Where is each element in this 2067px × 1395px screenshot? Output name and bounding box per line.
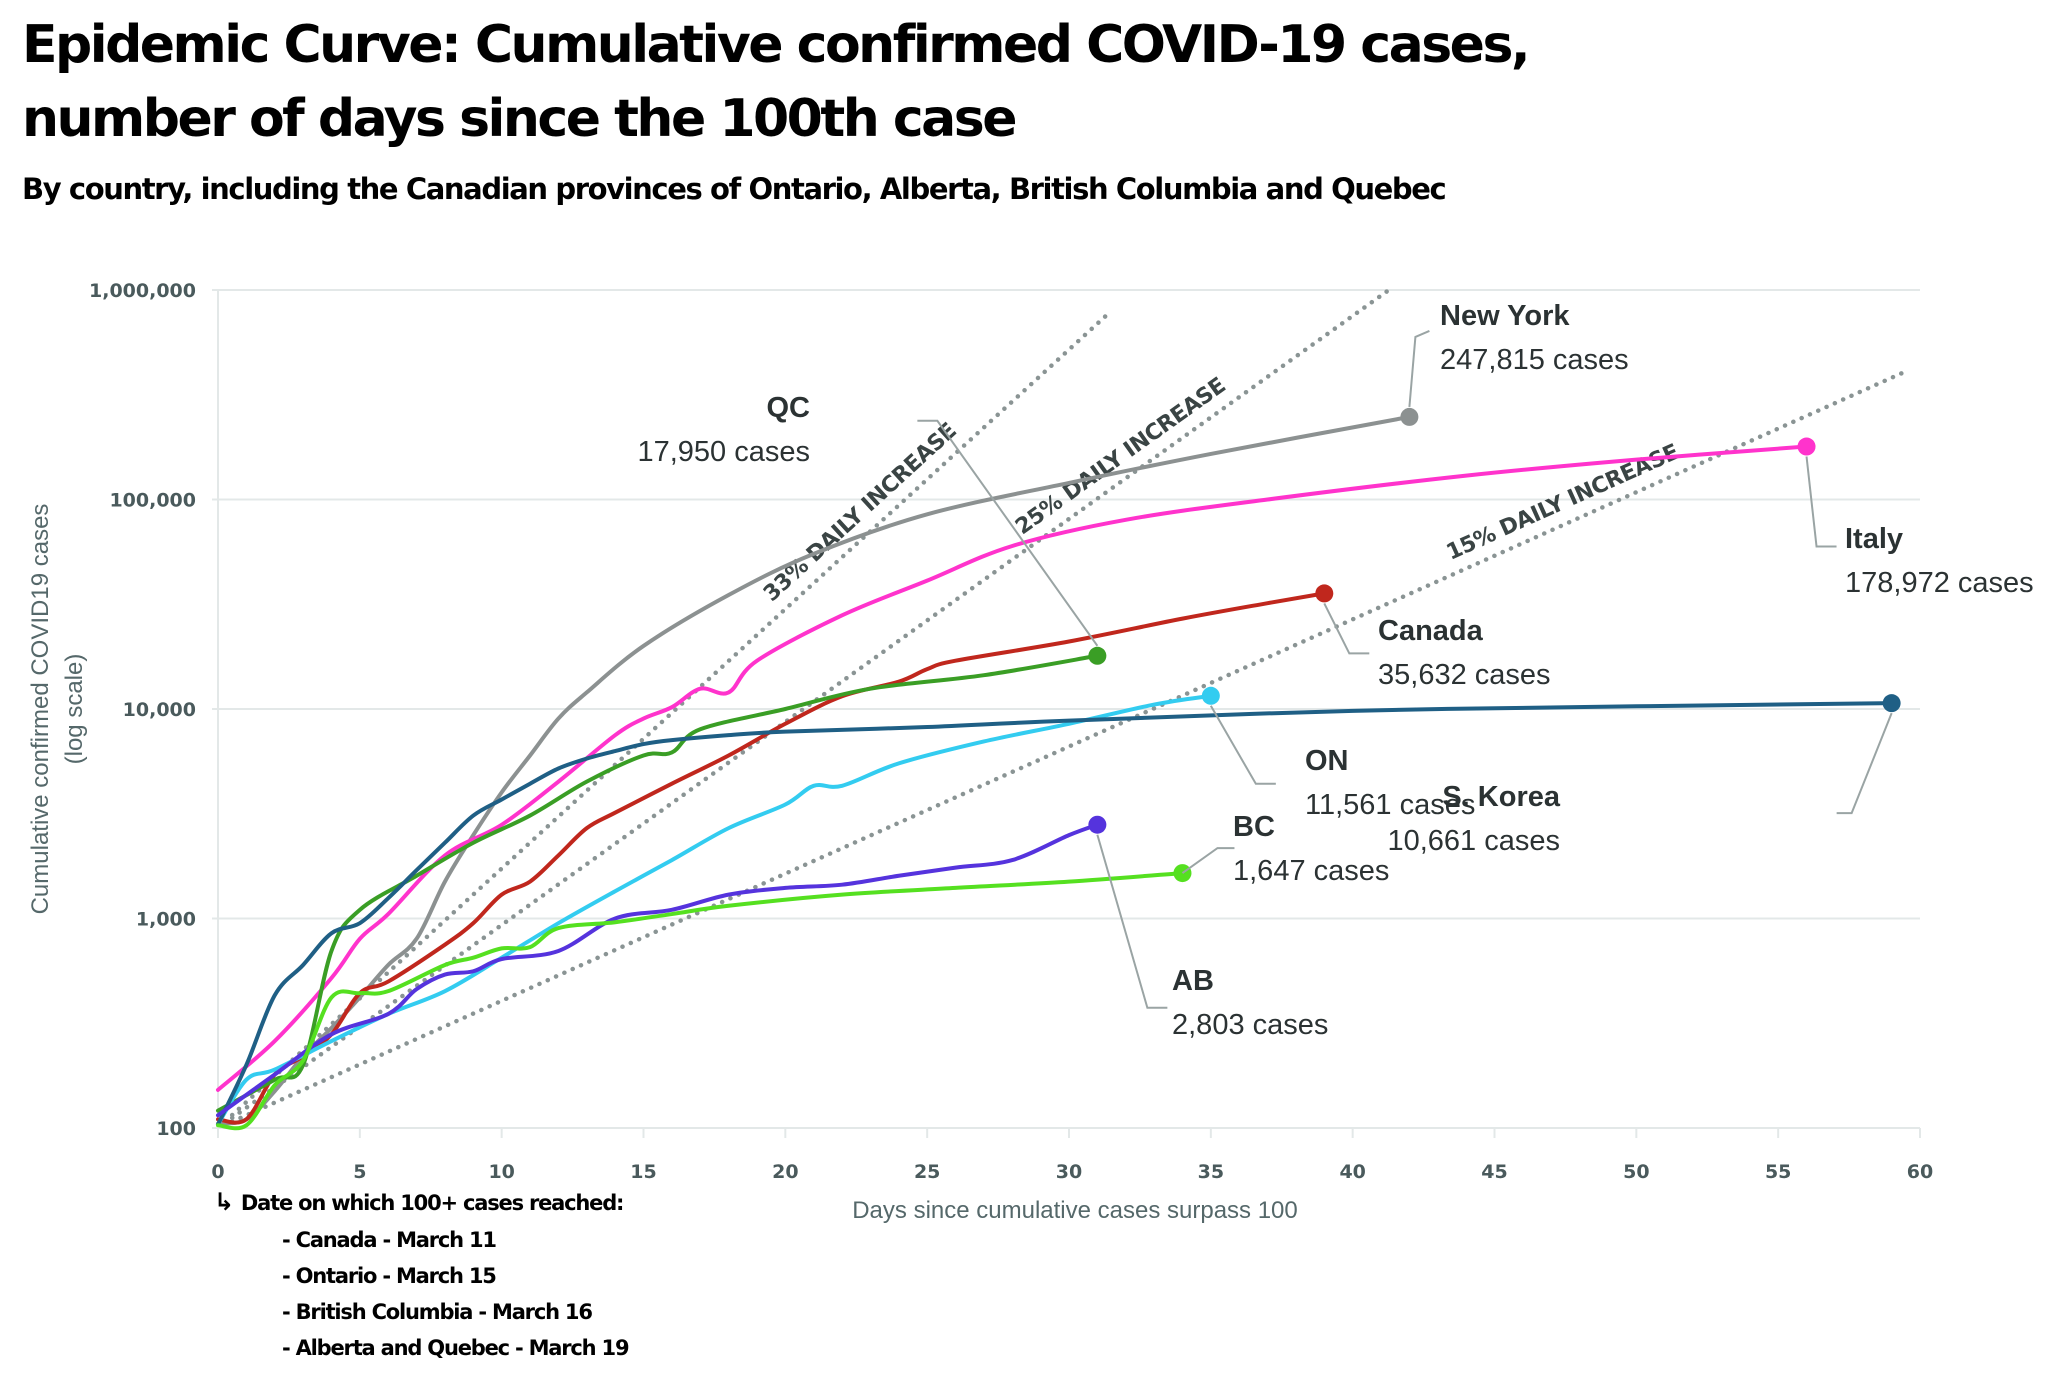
footnote-heading: Date on which 100+ cases reached: (240, 1191, 625, 1215)
annotation-label: Canada (1378, 615, 1484, 647)
annotation-value: 178,972 cases (1845, 567, 2034, 599)
x-tick-label: 5 (353, 1161, 366, 1183)
y-axis-subtitle: (log scale) (61, 654, 88, 765)
leader-line (1323, 602, 1370, 655)
series-bc (216, 864, 1192, 1131)
series-end-marker (1201, 686, 1220, 705)
series-end-marker (1400, 407, 1419, 426)
annotation-label: BC (1233, 811, 1275, 843)
annotation-qc: QC 17,950 cases (637, 392, 1099, 647)
y-axis-title: Cumulative confirmed COVID19 cases (27, 504, 54, 915)
series-annotations: New York 247,815 cases Italy 178,972 cases C… (637, 300, 2033, 1041)
annotation-value: 247,815 cases (1440, 344, 1629, 376)
series-line (216, 871, 1185, 1131)
x-tick-label: 10 (488, 1161, 514, 1183)
annotation-value: 11,561 cases (1305, 789, 1475, 821)
annotation-label: S. Korea (1442, 781, 1561, 813)
footnote-list: - Canada - March 11 - Ontario - March 15… (282, 1222, 630, 1366)
y-tick-label: 100,000 (109, 490, 196, 512)
series-line (216, 701, 1894, 1127)
annotation-label: New York (1440, 300, 1570, 332)
series-line (216, 653, 1100, 1113)
x-tick-label: 30 (1056, 1161, 1082, 1183)
footnote-item: - Ontario - March 15 (282, 1264, 497, 1288)
series-end-marker (1797, 437, 1816, 456)
x-axis-title: Days since cumulative cases surpass 100 (852, 1197, 1298, 1224)
chart-title: Epidemic Curve: Cumulative confirmed COV… (22, 15, 1531, 149)
y-axis-ticks: 100 1,000 10,000 100,000 1,000,000 (89, 280, 196, 1140)
annotation-on: ON 11,561 cases (1209, 705, 1475, 821)
y-tick-label: 100 (156, 1118, 196, 1140)
leader-line (917, 419, 1099, 647)
series-end-marker (1882, 694, 1901, 713)
series-new-york (216, 407, 1419, 1126)
annotation-value: 10,661 cases (1387, 825, 1560, 857)
trend-line-path (229, 369, 1909, 1124)
leader-line (1209, 705, 1276, 785)
series-line (216, 591, 1327, 1125)
annotation-bc: BC 1,647 cases (1181, 811, 1389, 887)
series-end-marker (1088, 815, 1107, 834)
series-s-korea (216, 694, 1901, 1127)
series-lines (216, 407, 1901, 1131)
x-tick-label: 35 (1198, 1161, 1224, 1183)
leader-line (1408, 330, 1430, 408)
annotation-canada: Canada 35,632 cases (1323, 602, 1551, 691)
series-on (216, 686, 1220, 1127)
chart-subtitle: By country, including the Canadian provi… (22, 172, 1447, 206)
x-tick-label: 45 (1481, 1161, 1507, 1183)
x-tick-label: 55 (1765, 1161, 1791, 1183)
footnote: ↳ Date on which 100+ cases reached: - Ca… (214, 1188, 630, 1366)
x-tick-label: 40 (1339, 1161, 1365, 1183)
series-line (216, 414, 1412, 1126)
series-italy (216, 437, 1816, 1092)
leader-line (1181, 847, 1235, 874)
annotation-s-korea: S. Korea 10,661 cases (1387, 712, 1893, 857)
annotation-value: 2,803 cases (1172, 1009, 1328, 1041)
leader-line (1096, 834, 1168, 1009)
x-tick-label: 15 (630, 1161, 656, 1183)
grid-lines (212, 289, 1920, 1129)
y-tick-label: 1,000,000 (89, 280, 196, 302)
annotation-italy: Italy 178,972 cases (1805, 456, 2034, 599)
series-line (216, 693, 1213, 1127)
series-ab (216, 815, 1107, 1118)
x-tick-label: 20 (772, 1161, 798, 1183)
x-tick-label: 50 (1623, 1161, 1649, 1183)
leader-line (1805, 456, 1837, 548)
return-arrow-icon: ↳ (214, 1188, 234, 1216)
x-axis-ticks: 0 5 10 15 20 25 30 35 40 45 50 55 60 (211, 1128, 1933, 1183)
annotation-label: ON (1305, 745, 1349, 777)
series-end-marker (1315, 584, 1334, 603)
annotation-label: QC (767, 392, 811, 424)
annotation-value: 35,632 cases (1378, 659, 1551, 691)
y-tick-label: 1,000 (136, 909, 196, 931)
footnote-item: - British Columbia - March 16 (282, 1300, 593, 1324)
annotation-label: AB (1172, 965, 1214, 997)
footnote-item: - Alberta and Quebec - March 19 (282, 1336, 630, 1360)
series-qc (216, 646, 1107, 1113)
annotation-label: Italy (1845, 523, 1903, 555)
trend-line-path (229, 308, 1114, 1118)
y-tick-label: 10,000 (123, 699, 196, 721)
annotation-ab: AB 2,803 cases (1096, 834, 1328, 1041)
annotation-new-york: New York 247,815 cases (1408, 300, 1629, 408)
x-tick-label: 60 (1907, 1161, 1933, 1183)
footnote-item: - Canada - March 11 (282, 1228, 497, 1252)
y-axis-title-group: Cumulative confirmed COVID19 cases (log … (27, 504, 88, 915)
series-line (216, 822, 1100, 1118)
series-line (216, 444, 1809, 1092)
series-canada (216, 584, 1334, 1125)
x-tick-label: 0 (211, 1161, 224, 1183)
series-end-marker (1088, 646, 1107, 665)
leader-line (1836, 712, 1893, 815)
annotation-value: 17,950 cases (637, 436, 810, 468)
x-tick-label: 25 (914, 1161, 940, 1183)
annotation-value: 1,647 cases (1233, 855, 1389, 887)
